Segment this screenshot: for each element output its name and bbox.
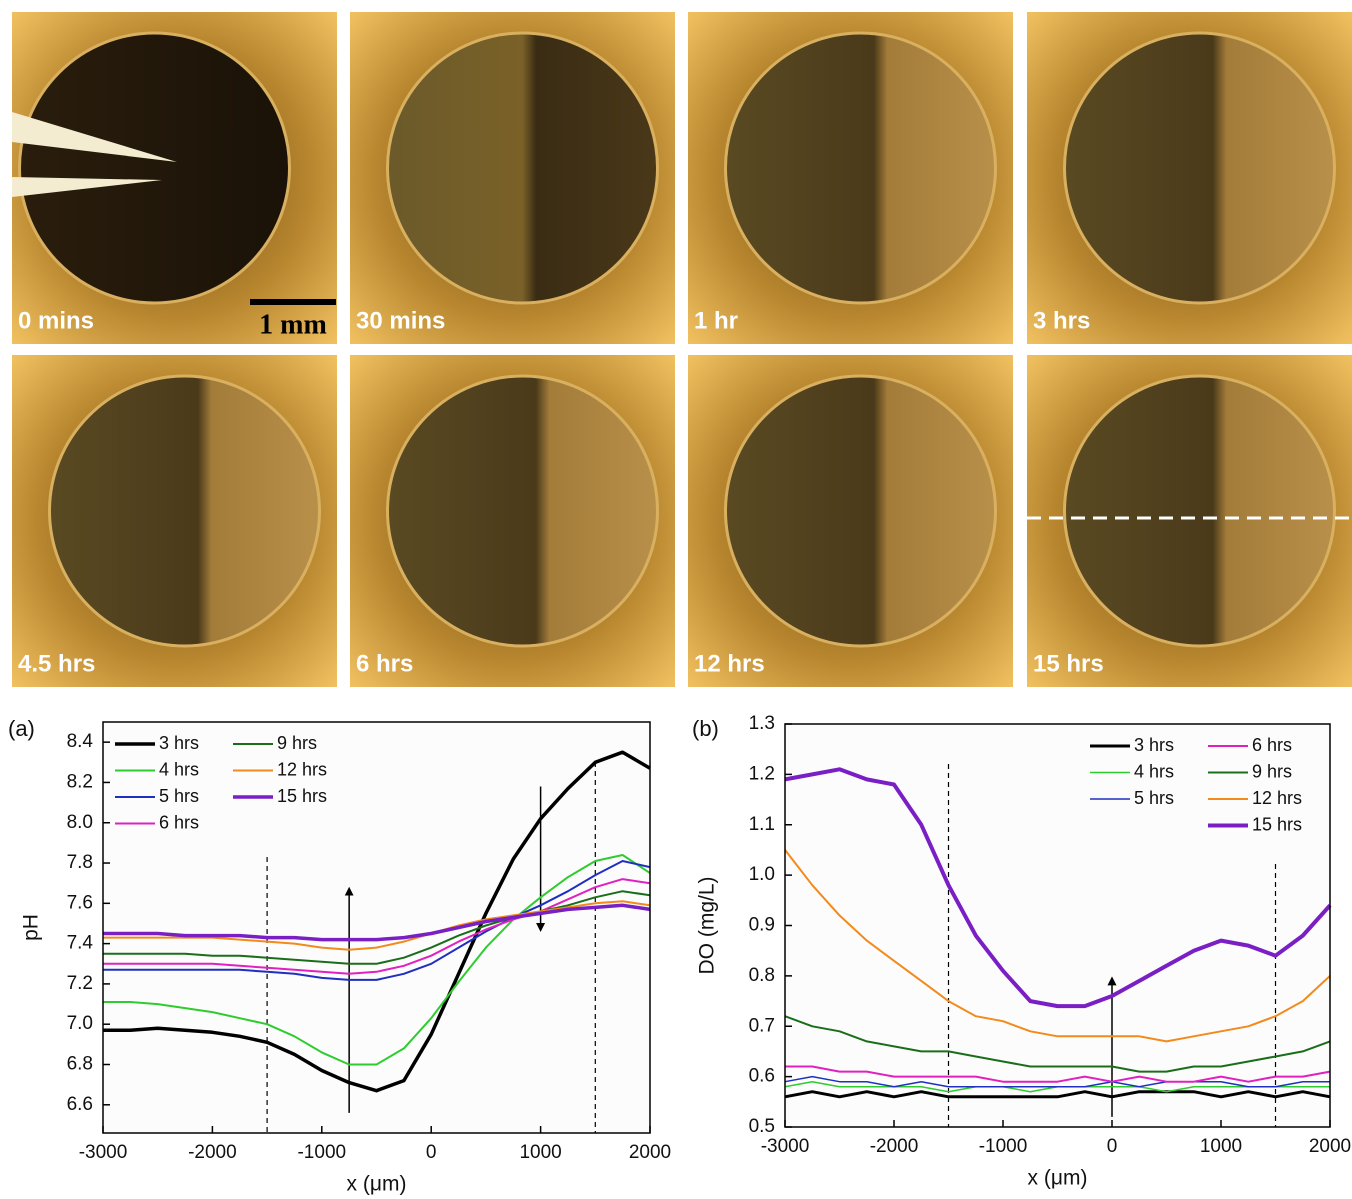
x-tick-label: -1000 bbox=[297, 1142, 346, 1163]
y-tick-label: 7.2 bbox=[67, 973, 93, 994]
y-tick-label: 7.0 bbox=[67, 1013, 93, 1034]
legend-label: 5 hrs bbox=[159, 786, 199, 806]
x-tick-label: 1000 bbox=[1200, 1136, 1242, 1157]
charts: (a) 6.6 6.8 7.0 7.2 7.4 7.6 7.8 8.0 8.2 8.4 -3000 -2… bbox=[8, 713, 1351, 1196]
y-axis-label: pH bbox=[20, 914, 43, 941]
y-tick-label: 7.4 bbox=[67, 933, 94, 954]
legend-label: 5 hrs bbox=[1134, 788, 1174, 808]
photo-panel: 6 hrs bbox=[350, 355, 675, 687]
sample-disk bbox=[20, 33, 290, 303]
y-tick-label: 1.1 bbox=[749, 814, 775, 835]
photo-panel: 1 hr bbox=[688, 12, 1013, 344]
figure: 1 mm 0 mins 30 mins 1 hr 3 hrs 4.5 hrs 6 hrs 12… bbox=[0, 0, 1352, 1199]
x-tick-label: -3000 bbox=[79, 1142, 128, 1163]
legend-label: 3 hrs bbox=[1134, 735, 1174, 755]
photo-panel: 1 mm 0 mins bbox=[12, 12, 337, 344]
sample-disk bbox=[388, 33, 658, 303]
y-tick-label: 8.2 bbox=[67, 771, 93, 792]
photo-label: 30 mins bbox=[356, 307, 445, 334]
y-tick-label: 8.0 bbox=[67, 812, 93, 833]
x-tick-label: 2000 bbox=[1309, 1136, 1351, 1157]
photo-panel: 12 hrs bbox=[688, 355, 1013, 687]
y-axis-label: DO (mg/L) bbox=[696, 876, 719, 974]
legend-label: 4 hrs bbox=[1134, 761, 1174, 781]
plot-background bbox=[103, 722, 650, 1133]
scale-bar-label: 1 mm bbox=[259, 309, 327, 340]
sample-disk bbox=[388, 376, 658, 646]
sample-disk bbox=[50, 376, 320, 646]
legend-label: 15 hrs bbox=[1252, 814, 1302, 834]
legend-label: 12 hrs bbox=[277, 759, 327, 779]
x-axis-label: x (μm) bbox=[1028, 1167, 1088, 1190]
photo-label: 15 hrs bbox=[1033, 650, 1104, 677]
y-tick-label: 1.2 bbox=[749, 763, 775, 784]
panel-label: (b) bbox=[692, 716, 719, 741]
sample-disk bbox=[1065, 33, 1335, 303]
photo-label: 4.5 hrs bbox=[18, 650, 95, 677]
legend-label: 9 hrs bbox=[1252, 761, 1292, 781]
y-tick-label: 7.6 bbox=[67, 892, 93, 913]
legend-label: 15 hrs bbox=[277, 786, 327, 806]
photo-panel: 15 hrs bbox=[1027, 355, 1352, 687]
y-tick-label: 0.8 bbox=[749, 965, 775, 986]
photo-panel: 4.5 hrs bbox=[12, 355, 337, 687]
x-tick-label: -1000 bbox=[979, 1136, 1028, 1157]
legend-label: 9 hrs bbox=[277, 733, 317, 753]
photo-label: 12 hrs bbox=[694, 650, 765, 677]
x-axis-label: x (μm) bbox=[347, 1173, 407, 1196]
sample-disk bbox=[1065, 376, 1335, 646]
x-tick-label: 1000 bbox=[519, 1142, 561, 1163]
panel-label: (a) bbox=[8, 716, 35, 741]
y-tick-label: 0.6 bbox=[749, 1066, 775, 1087]
legend-label: 6 hrs bbox=[1252, 735, 1292, 755]
y-tick-label: 7.8 bbox=[67, 852, 93, 873]
photo-label: 3 hrs bbox=[1033, 307, 1090, 334]
y-tick-label: 1.0 bbox=[749, 864, 775, 885]
legend-label: 4 hrs bbox=[159, 759, 199, 779]
sample-disk bbox=[726, 33, 996, 303]
y-tick-label: 0.9 bbox=[749, 915, 775, 936]
legend-label: 6 hrs bbox=[159, 812, 199, 832]
photo-label: 1 hr bbox=[694, 307, 738, 334]
chart: (b) 0.5 0.6 0.7 0.8 0.9 1.0 1.1 1.2 1.3 -3000 -2000… bbox=[692, 713, 1351, 1190]
photo-label: 0 mins bbox=[18, 307, 94, 334]
y-tick-label: 0.5 bbox=[749, 1116, 775, 1137]
photo-panel: 3 hrs bbox=[1027, 12, 1352, 344]
photo-grid: 1 mm 0 mins 30 mins 1 hr 3 hrs 4.5 hrs 6 hrs 12… bbox=[12, 12, 1352, 687]
photo-panel: 30 mins bbox=[350, 12, 675, 344]
x-tick-label: -2000 bbox=[188, 1142, 237, 1163]
x-tick-label: 0 bbox=[426, 1142, 437, 1163]
x-tick-label: 2000 bbox=[629, 1142, 671, 1163]
legend-label: 3 hrs bbox=[159, 733, 199, 753]
y-tick-label: 8.4 bbox=[67, 731, 94, 752]
photo-label: 6 hrs bbox=[356, 650, 413, 677]
y-tick-label: 0.7 bbox=[749, 1015, 775, 1036]
y-tick-label: 6.8 bbox=[67, 1054, 93, 1075]
y-tick-label: 6.6 bbox=[67, 1094, 93, 1115]
x-tick-label: -2000 bbox=[870, 1136, 919, 1157]
x-tick-label: -3000 bbox=[761, 1136, 810, 1157]
scale-bar bbox=[250, 299, 336, 305]
chart: (a) 6.6 6.8 7.0 7.2 7.4 7.6 7.8 8.0 8.2 8.4 -3000 -2… bbox=[8, 716, 671, 1196]
legend-label: 12 hrs bbox=[1252, 788, 1302, 808]
y-tick-label: 1.3 bbox=[749, 713, 775, 734]
sample-disk bbox=[726, 376, 996, 646]
x-tick-label: 0 bbox=[1107, 1136, 1118, 1157]
